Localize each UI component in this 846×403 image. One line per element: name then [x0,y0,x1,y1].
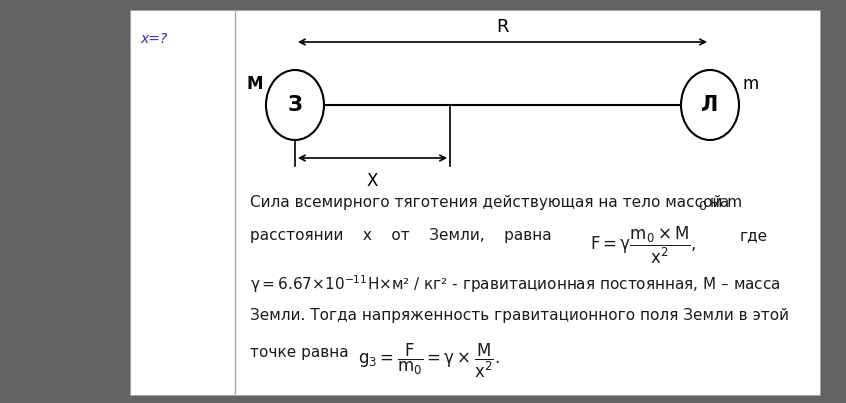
Text: Л: Л [701,95,718,115]
Text: $\mathrm{g_3 = \dfrac{F}{m_0} = \gamma \times \dfrac{M}{x^2}}$.: $\mathrm{g_3 = \dfrac{F}{m_0} = \gamma \… [358,342,499,380]
Text: точке равна: точке равна [250,345,359,360]
Text: 0: 0 [698,200,706,213]
Text: где: где [740,228,768,243]
Text: m: m [742,75,758,93]
Bar [130,10,820,395]
Text: $\mathrm{\gamma = 6.67{\times}10^{-11}}$Н×м² / кг² - гравитационная постоянная, : $\mathrm{\gamma = 6.67{\times}10^{-11}}$… [250,273,781,295]
Text: $\mathrm{F = \gamma\dfrac{m_0 \times M}{x^2}}$,: $\mathrm{F = \gamma\dfrac{m_0 \times M}{… [590,225,696,266]
Text: x=?: x=? [140,32,168,46]
Ellipse shape [266,70,324,140]
Text: на: на [705,195,729,210]
Ellipse shape [681,70,739,140]
Text: М: М [246,75,263,93]
Text: Земли. Тогда напряженность гравитационного поля Земли в этой: Земли. Тогда напряженность гравитационно… [250,308,789,323]
Text: З: З [288,95,302,115]
Text: R: R [497,18,508,36]
Text: Сила всемирного тяготения действующая на тело массой m: Сила всемирного тяготения действующая на… [250,195,742,210]
Text: расстоянии    х    от    Земли,    равна: расстоянии х от Земли, равна [250,228,552,243]
Text: Х: Х [367,172,378,190]
